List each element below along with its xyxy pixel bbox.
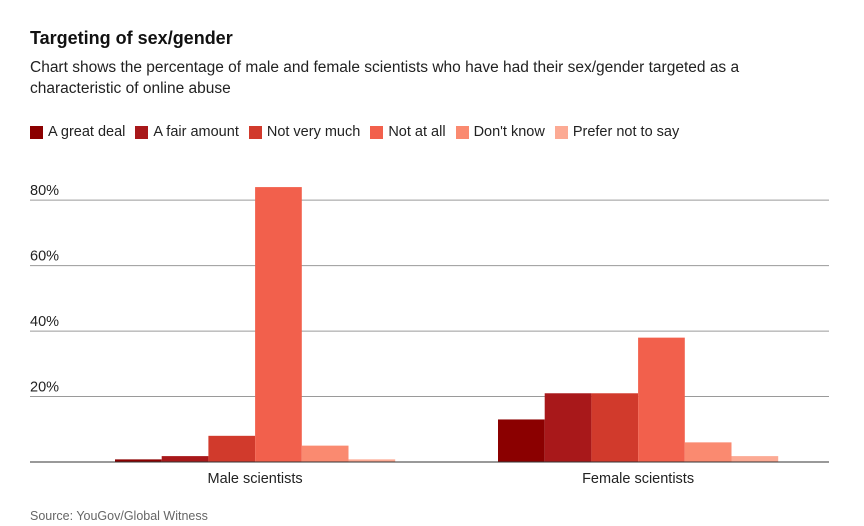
bar bbox=[161, 456, 209, 462]
legend-item-not-at-all: Not at all bbox=[370, 124, 446, 140]
bar bbox=[255, 187, 302, 462]
legend: A great deal A fair amount Not very much… bbox=[30, 124, 679, 140]
legend-item-prefer-not-to-say: Prefer not to say bbox=[554, 124, 680, 140]
x-category-label: Female scientists bbox=[582, 471, 694, 487]
y-tick-label: 60% bbox=[30, 249, 59, 265]
y-tick-label: 40% bbox=[30, 314, 59, 330]
legend-item-not-very-much: Not very much bbox=[248, 124, 361, 140]
legend-label: Don't know bbox=[473, 124, 545, 140]
legend-swatch bbox=[370, 125, 384, 139]
bar bbox=[731, 456, 779, 462]
chart-subtitle: Chart shows the percentage of male and f… bbox=[30, 59, 740, 97]
legend-label: A great deal bbox=[48, 124, 126, 140]
bar bbox=[498, 419, 545, 462]
legend-swatch bbox=[30, 125, 43, 139]
legend-label: A fair amount bbox=[153, 124, 239, 140]
legend-swatch bbox=[135, 125, 149, 139]
bar bbox=[591, 393, 639, 462]
bar bbox=[115, 459, 162, 462]
chart-title: Targeting of sex/gender bbox=[30, 28, 233, 48]
legend-swatch bbox=[248, 125, 262, 139]
legend-item-dont-know: Don't know bbox=[455, 124, 545, 140]
legend-label: Not very much bbox=[266, 124, 361, 140]
legend-item-a-great-deal: A great deal bbox=[30, 124, 125, 140]
legend-item-a-fair-amount: A fair amount bbox=[135, 124, 239, 140]
source-note: Source: YouGov/Global Witness bbox=[30, 509, 208, 523]
legend-label: Not at all bbox=[388, 124, 446, 140]
bar bbox=[684, 442, 732, 462]
bar bbox=[301, 445, 349, 462]
legend-swatch bbox=[554, 125, 568, 139]
legend-swatch bbox=[455, 125, 469, 139]
legend-label: Prefer not to say bbox=[572, 124, 680, 140]
bar bbox=[638, 337, 685, 462]
y-tick-label: 80% bbox=[30, 183, 59, 199]
bar bbox=[208, 435, 256, 462]
y-tick-label: 20% bbox=[30, 380, 59, 396]
bar bbox=[348, 459, 396, 462]
bar bbox=[544, 393, 592, 462]
x-category-label: Male scientists bbox=[208, 471, 303, 487]
